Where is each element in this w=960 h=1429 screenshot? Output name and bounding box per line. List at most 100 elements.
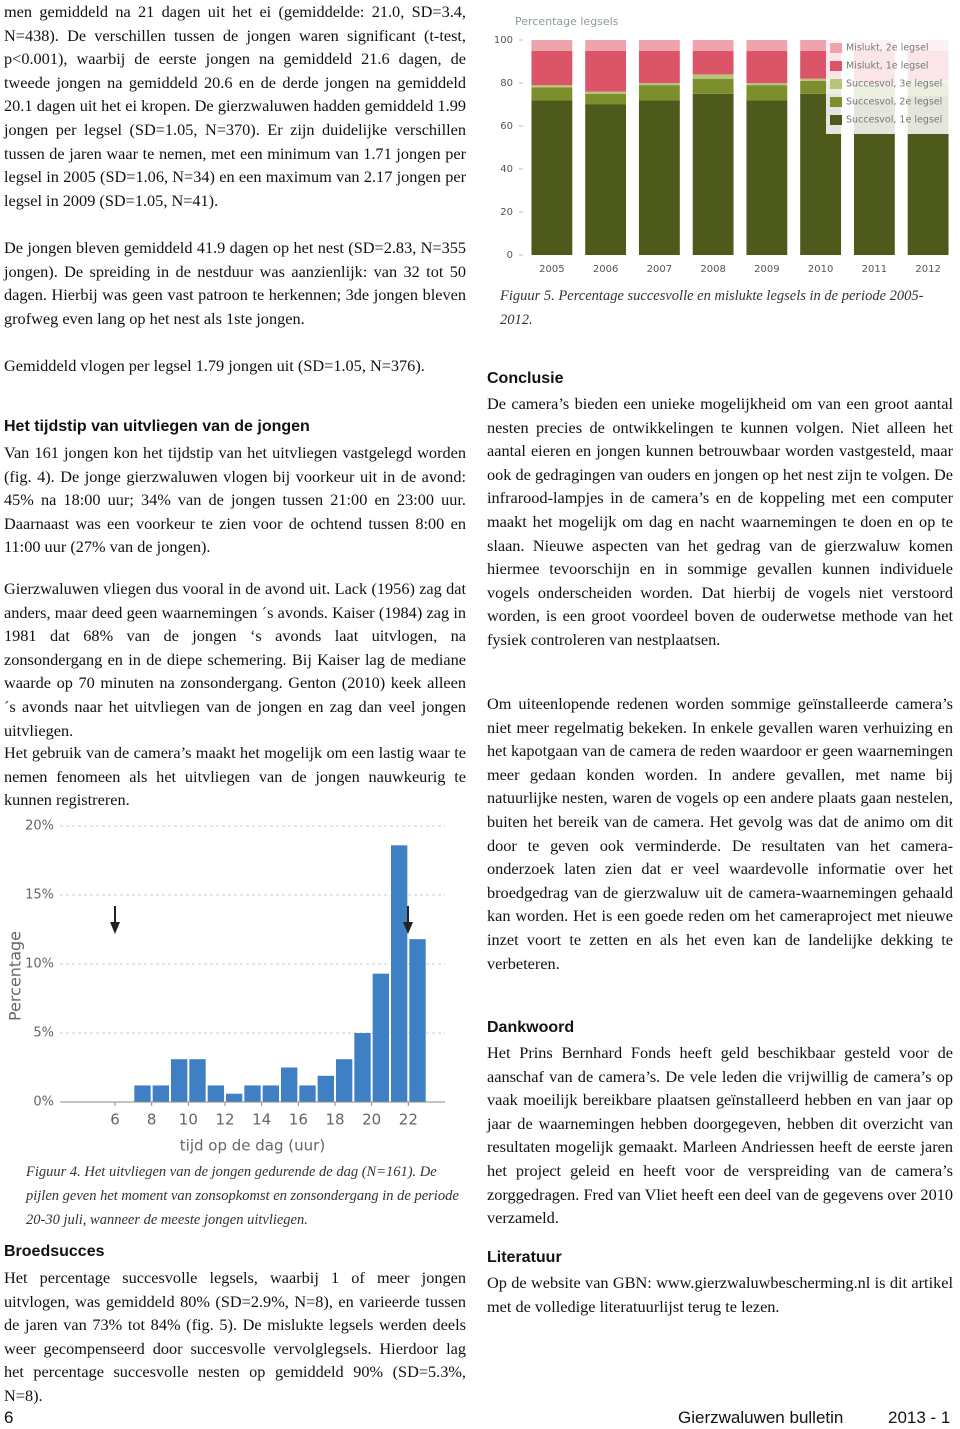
- bar-segment: [585, 50, 627, 92]
- x-tick-label: 6: [110, 1111, 120, 1129]
- legend-swatch: [830, 97, 842, 107]
- bar: [299, 1085, 316, 1102]
- paragraph: De camera’s bieden een unieke mogelijkhe…: [487, 394, 953, 649]
- x-tick-label: 2010: [808, 264, 833, 275]
- paragraph: Het gebruik van de camera’s maakt het mo…: [4, 743, 466, 810]
- arrow-head: [110, 922, 120, 934]
- y-tick-label: 20: [500, 207, 513, 218]
- heading: Dankwoord: [487, 1019, 575, 1036]
- x-tick-label: 10: [179, 1111, 198, 1129]
- arrow-head: [403, 922, 413, 934]
- x-tick-label: 22: [399, 1111, 418, 1129]
- heading: Literatuur: [487, 1249, 562, 1266]
- bar-segment: [585, 93, 627, 105]
- bar: [244, 1085, 261, 1102]
- bar: [409, 939, 426, 1102]
- bar-segment: [692, 74, 734, 79]
- legend-swatch: [830, 115, 842, 125]
- y-tick-label: 80: [500, 78, 513, 89]
- bar: [317, 1075, 334, 1102]
- x-tick-label: 2006: [593, 264, 618, 275]
- caption: Figuur 4. Het uitvliegen van de jongen g…: [26, 1164, 459, 1228]
- y-tick-label: 10%: [25, 957, 54, 972]
- caption: Figuur 5. Percentage succesvolle en misl…: [500, 288, 924, 328]
- x-tick-label: 2011: [862, 264, 887, 275]
- journal: Gierzwaluwen bulletin: [678, 1408, 844, 1427]
- legend-label: Succesvol, 2e legsel: [846, 97, 942, 108]
- legend-swatch: [830, 43, 842, 53]
- figure-4: 0% 5% 10% 15% 20% 6 8 10 12 14 16 18 20 22 tijd op de …: [6, 819, 445, 1155]
- bar-segment: [531, 100, 573, 255]
- legend-label: Succesvol, 3e legsel: [846, 79, 942, 90]
- bar-segment: [800, 78, 842, 81]
- x-tick-label: 2005: [539, 264, 564, 275]
- bar-segment: [638, 85, 680, 101]
- bar-segment: [692, 93, 734, 255]
- x-tick-label: 18: [325, 1111, 344, 1129]
- bar-segment: [531, 50, 573, 86]
- chart-title: Percentage legsels: [515, 15, 619, 28]
- figure-5: Percentage legsels 0 20 40 60 80 100 2005 2006 20…: [494, 15, 954, 275]
- paragraph: Het percentage succesvolle legsels, waar…: [4, 1268, 466, 1405]
- bar: [391, 845, 408, 1102]
- bar-segment: [638, 40, 680, 51]
- x-tick-label: 2009: [754, 264, 779, 275]
- heading: Het tijdstip van uitvliegen van de jonge…: [4, 418, 310, 435]
- bar: [207, 1085, 224, 1102]
- heading: Broedsucces: [4, 1243, 105, 1260]
- bar-segment: [585, 91, 627, 94]
- paragraph: Van 161 jongen kon het tijdstip van het …: [4, 443, 466, 557]
- paragraph: Om uiteenlopende redenen worden sommige …: [487, 694, 953, 973]
- issue: 2013 - 1: [888, 1408, 951, 1427]
- x-tick-label: 2008: [700, 264, 725, 275]
- bar-segment: [638, 83, 680, 86]
- x-tick-label: 2007: [647, 264, 672, 275]
- x-tick-label: 14: [252, 1111, 271, 1129]
- bar-segment: [800, 40, 842, 51]
- bar-segment: [746, 40, 788, 51]
- bar: [354, 1033, 371, 1102]
- bar-segment: [692, 40, 734, 51]
- bar-segment: [638, 50, 680, 83]
- paragraph: De jongen bleven gemiddeld 41.9 dagen op…: [4, 238, 466, 328]
- x-tick-label: 8: [147, 1111, 157, 1129]
- bar: [226, 1093, 243, 1102]
- y-tick-label: 0: [507, 250, 513, 261]
- legend-label: Mislukt, 2e legsel: [846, 43, 929, 54]
- y-tick-label: 15%: [25, 888, 54, 903]
- page-number: 6: [4, 1408, 14, 1427]
- bar-segment: [746, 50, 788, 83]
- paragraph: Gemiddeld vlogen per legsel 1.79 jongen …: [4, 356, 425, 375]
- bar: [152, 1085, 169, 1102]
- bar-segment: [585, 104, 627, 255]
- legend-label: Mislukt, 1e legsel: [846, 61, 929, 72]
- bar-segment: [692, 78, 734, 94]
- bar-segment: [638, 100, 680, 255]
- x-tick-label: 12: [215, 1111, 234, 1129]
- y-tick-label: 5%: [33, 1026, 54, 1041]
- y-axis-label: Percentage: [6, 931, 25, 1021]
- bar: [262, 1085, 279, 1102]
- bar-segment: [746, 85, 788, 101]
- y-tick-label: 40: [500, 164, 513, 175]
- paragraph: Gierzwaluwen vliegen dus vooral in de av…: [4, 579, 466, 740]
- x-tick-label: 2012: [915, 264, 940, 275]
- y-tick-label: 20%: [25, 819, 54, 834]
- y-tick-label: 0%: [33, 1095, 54, 1110]
- x-tick-label: 16: [289, 1111, 308, 1129]
- bar: [281, 1067, 298, 1102]
- bar: [372, 973, 389, 1102]
- bar-segment: [585, 40, 627, 51]
- y-tick-label: 60: [500, 121, 513, 132]
- bar-segment: [746, 83, 788, 86]
- bar: [171, 1059, 188, 1102]
- paragraph: Het Prins Bernhard Fonds heeft geld besc…: [487, 1043, 953, 1228]
- x-axis-label: tijd op de dag (uur): [180, 1137, 325, 1155]
- paragraph: men gemiddeld na 21 dagen uit het ei (ge…: [4, 2, 466, 210]
- x-tick-label: 20: [362, 1111, 381, 1129]
- bar: [134, 1085, 151, 1102]
- bar-segment: [692, 50, 734, 75]
- bar: [189, 1059, 206, 1102]
- y-tick-label: 100: [494, 35, 513, 46]
